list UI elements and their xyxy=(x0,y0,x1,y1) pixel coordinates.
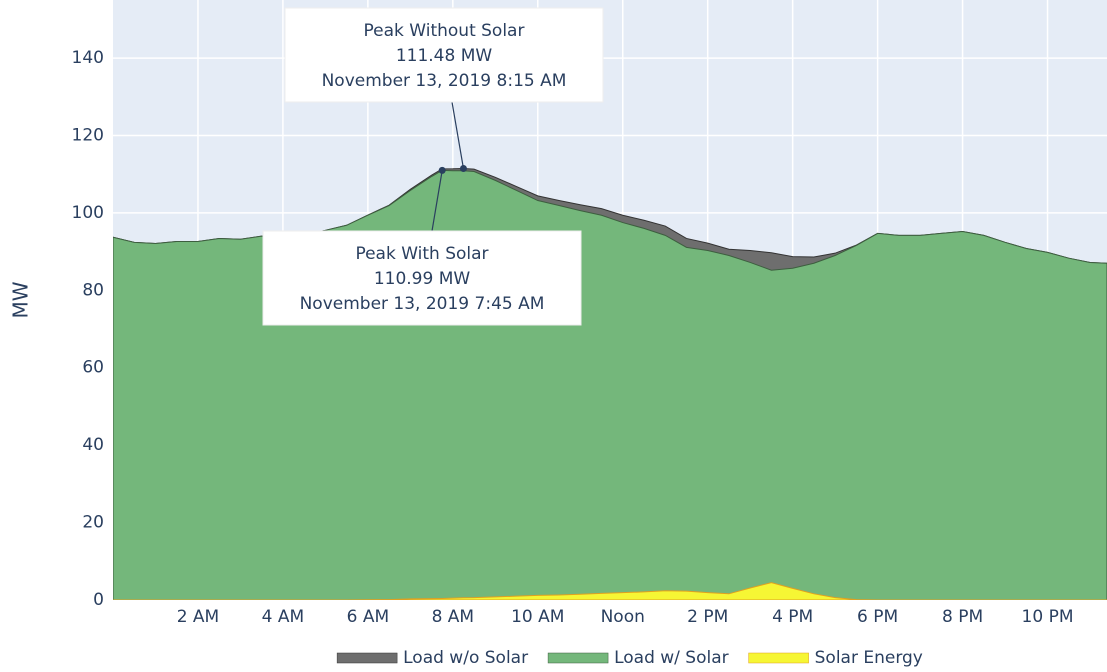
y-tick-label: 20 xyxy=(82,513,104,533)
y-tick-label: 120 xyxy=(72,125,104,145)
legend-label: Solar Energy xyxy=(815,648,923,668)
y-tick-label: 80 xyxy=(82,280,104,300)
x-tick-label: 2 PM xyxy=(687,607,728,627)
annotation-text: Peak With Solar xyxy=(355,244,488,264)
annotation-box xyxy=(262,230,582,326)
x-tick-label: 10 AM xyxy=(511,607,564,627)
annotation-text: November 13, 2019 7:45 AM xyxy=(300,294,545,314)
annotation-text: Peak Without Solar xyxy=(364,21,525,41)
annotation-text: 111.48 MW xyxy=(396,46,493,66)
annotation-arrow xyxy=(431,170,443,232)
legend-swatch xyxy=(748,652,809,664)
annotation-point xyxy=(459,164,467,172)
x-tick-label: 8 AM xyxy=(432,607,475,627)
x-tick-label: 6 PM xyxy=(857,607,898,627)
y-tick-label: 140 xyxy=(72,48,104,68)
x-tick-label: 4 AM xyxy=(262,607,305,627)
annotation-text: November 13, 2019 8:15 AM xyxy=(322,71,567,91)
annotation: Peak With Solar 110.99 MW November 13, 201… xyxy=(262,166,582,326)
y-tick-label: 0 xyxy=(93,590,104,610)
x-tick-label: Noon xyxy=(601,607,645,627)
annotation: Peak Without Solar 111.48 MW November 13, … xyxy=(284,7,604,172)
y-tick-label: 100 xyxy=(72,203,104,223)
annotation-box xyxy=(284,7,604,103)
y-axis-title: MW xyxy=(9,281,33,318)
legend-swatch xyxy=(547,652,609,664)
x-tick-label: 6 AM xyxy=(347,607,390,627)
annotation-point xyxy=(438,166,446,174)
x-tick-label: 10 PM xyxy=(1022,607,1074,627)
legend-swatch xyxy=(336,652,398,664)
y-tick-label: 40 xyxy=(82,435,104,455)
annotation-text: 110.99 MW xyxy=(374,269,471,289)
annotation-arrow xyxy=(451,101,465,169)
legend-label: Load w/ Solar xyxy=(614,648,729,668)
x-tick-label: 8 PM xyxy=(942,607,983,627)
x-tick-label: 4 PM xyxy=(772,607,813,627)
area xyxy=(113,582,1107,600)
y-tick-label: 60 xyxy=(82,358,104,378)
legend-label: Load w/o Solar xyxy=(403,648,528,668)
x-tick-label: 2 AM xyxy=(177,607,220,627)
